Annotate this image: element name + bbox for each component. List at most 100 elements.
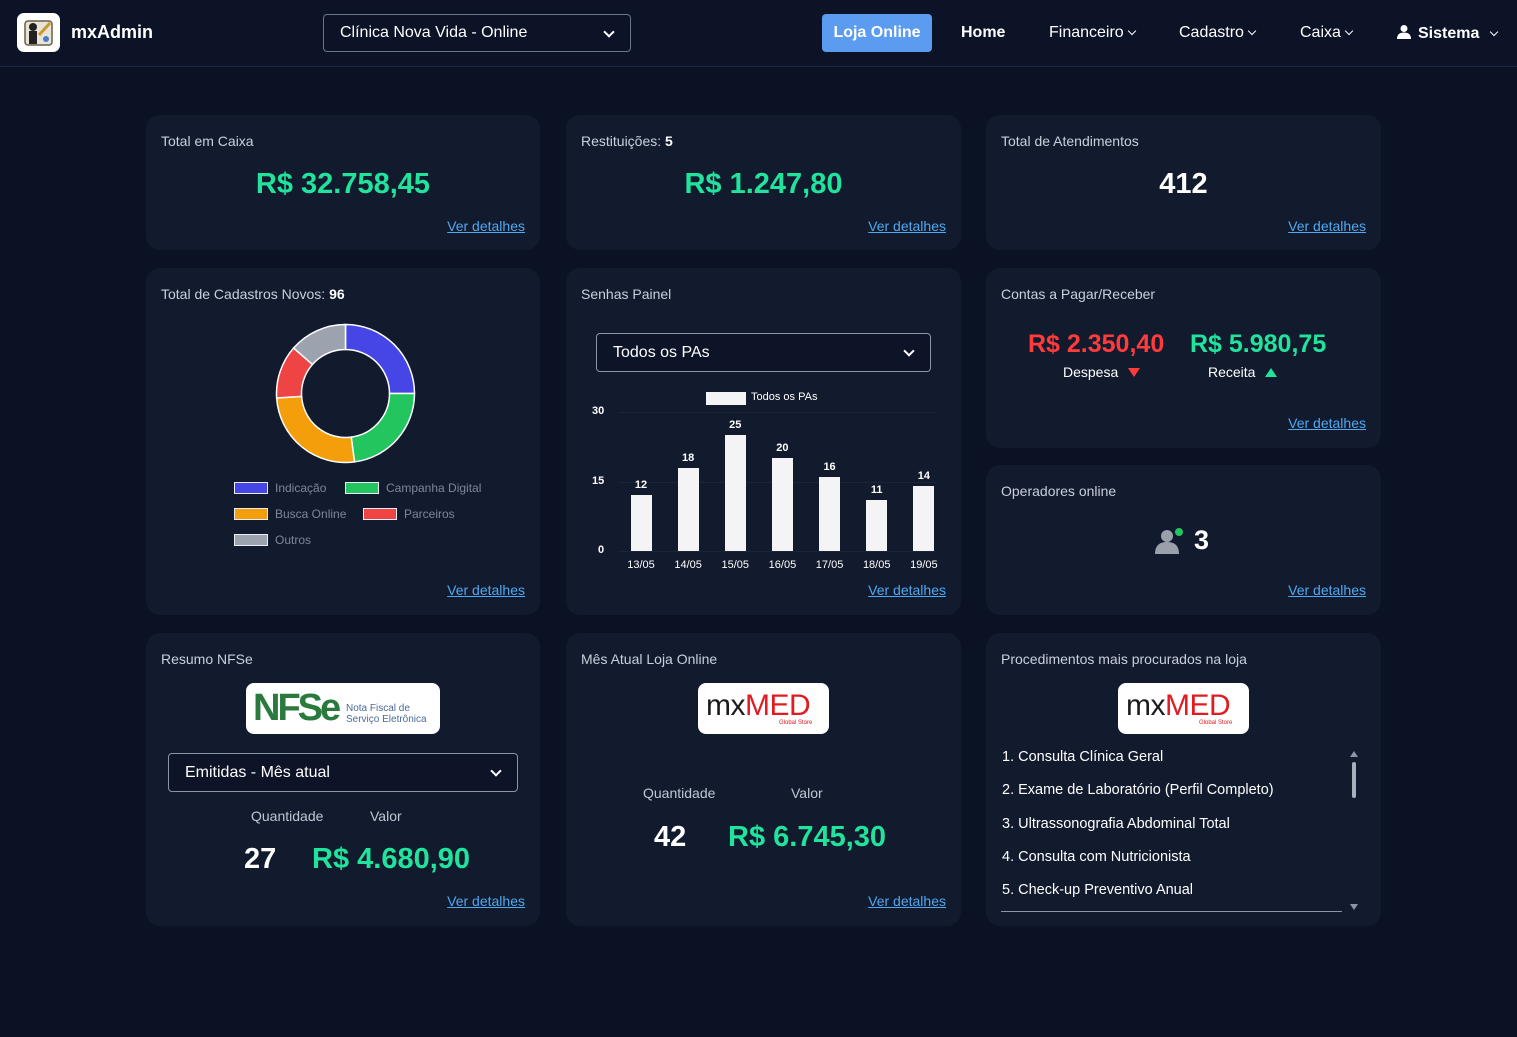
pie-slice-2[interactable]: [350, 392, 416, 463]
legend-label: Parceiros: [404, 507, 455, 521]
bar-data-label: 25: [729, 419, 742, 432]
legend-swatch[interactable]: [234, 482, 268, 494]
bar-data-label: 14: [917, 470, 930, 483]
ver-detalhes-link[interactable]: Ver detalhes: [868, 582, 946, 598]
app-logo[interactable]: [17, 13, 60, 52]
arrow-down-icon: [1128, 368, 1141, 377]
card-title: Restituições: 5: [581, 133, 673, 149]
legend-label: Outros: [275, 533, 312, 547]
nav-financeiro-label: Financeiro: [1049, 24, 1124, 41]
nfse-logo-sub1: Nota Fiscal de: [346, 703, 410, 714]
gridline: [618, 551, 936, 552]
legend-swatch[interactable]: [234, 508, 268, 520]
list-item[interactable]: 1. Consulta Clínica Geral: [1002, 749, 1164, 765]
card-title: Contas a Pagar/Receber: [1001, 286, 1156, 302]
legend-swatch[interactable]: [706, 392, 746, 405]
chevron-down-icon: [490, 765, 502, 777]
legend-swatch[interactable]: [345, 482, 379, 494]
nfse-logo-text: NFSe: [253, 687, 341, 729]
nav-sistema[interactable]: Sistema: [1396, 24, 1499, 43]
bar[interactable]: [724, 435, 746, 551]
list-scrollbar[interactable]: [1349, 751, 1359, 913]
restituicoes-value: R$ 1.247,80: [684, 168, 843, 200]
ver-detalhes-link[interactable]: Ver detalhes: [447, 893, 525, 909]
despesa-label-text: Despesa: [1063, 364, 1119, 380]
chevron-down-icon: [603, 26, 615, 38]
nav-home[interactable]: Home: [961, 24, 1006, 41]
card-title: Mês Atual Loja Online: [581, 651, 718, 667]
mxmed-logo: mxMED Global Store: [1118, 683, 1249, 734]
receita-label: Receita: [1208, 364, 1278, 380]
card-cadastros: Total de Cadastros Novos: 96 Indicação Ca…: [146, 268, 540, 615]
ver-detalhes-link[interactable]: Ver detalhes: [1288, 582, 1366, 598]
pa-select[interactable]: Todos os PAs: [596, 333, 931, 372]
clinic-select[interactable]: Clínica Nova Vida - Online: [323, 14, 631, 52]
ver-detalhes-link[interactable]: Ver detalhes: [1288, 415, 1366, 431]
bar-chart: Todos os PAs 0 15 30 12 13/05 18 14/05 25 15/05 20…: [566, 268, 961, 615]
x-tick-label: 15/05: [721, 559, 750, 571]
card-title-label: Total de Cadastros Novos:: [161, 286, 326, 302]
card-title: Total de Atendimentos: [1001, 133, 1139, 149]
ver-detalhes-link[interactable]: Ver detalhes: [1288, 218, 1366, 234]
card-total-caixa: Total em Caixa R$ 32.758,45 Ver detalhes: [146, 115, 540, 250]
mxmed-logo-text: mxMED: [706, 689, 811, 723]
list-item[interactable]: 2. Exame de Laboratório (Perfil Completo…: [1002, 782, 1274, 798]
bar[interactable]: [630, 495, 652, 551]
list-item[interactable]: 3. Ultrassonografia Abdominal Total: [1002, 816, 1230, 832]
nav-financeiro[interactable]: Financeiro: [1049, 24, 1136, 42]
legend-swatch[interactable]: [234, 534, 268, 546]
y-tick-label: 0: [598, 544, 605, 556]
x-tick-label: 14/05: [674, 559, 702, 571]
bar[interactable]: [866, 500, 888, 551]
logo-med: MED: [1165, 689, 1231, 722]
x-tick-label: 13/05: [627, 559, 655, 571]
card-title-label: Restituições:: [581, 133, 662, 149]
card-loja-mes: Mês Atual Loja Online mxMED Global Store…: [566, 633, 961, 926]
scroll-down-icon[interactable]: [1350, 904, 1358, 910]
bar-data-label: 20: [776, 442, 789, 455]
brand-name: mxAdmin: [71, 22, 154, 42]
nav-caixa[interactable]: Caixa: [1300, 24, 1354, 42]
bar[interactable]: [913, 486, 935, 551]
legend-swatch[interactable]: [363, 508, 397, 520]
y-tick-label: 15: [592, 474, 605, 487]
scroll-up-icon[interactable]: [1350, 751, 1358, 757]
bar[interactable]: [771, 458, 793, 551]
user-online-icon: [1155, 528, 1183, 554]
nfse-select[interactable]: Emitidas - Mês atual: [168, 753, 518, 792]
scrollbar-thumb[interactable]: [1352, 762, 1356, 798]
nfse-logo-sub2: Serviço Eletrônica: [346, 714, 427, 725]
card-operadores: Operadores online 3 Ver detalhes: [986, 465, 1381, 615]
qtd-label: Quantidade: [251, 808, 324, 824]
card-restituicoes: Restituições: 5 R$ 1.247,80 Ver detalhes: [566, 115, 961, 250]
pie-slice-5[interactable]: [292, 323, 347, 366]
nav-cadastro[interactable]: Cadastro: [1179, 24, 1257, 42]
bar[interactable]: [677, 467, 699, 551]
list-item[interactable]: 5. Check-up Preventivo Anual: [1002, 882, 1194, 898]
card-contas: Contas a Pagar/Receber R$ 2.350,40 Despe…: [986, 268, 1381, 448]
ver-detalhes-link[interactable]: Ver detalhes: [447, 582, 525, 598]
card-atendimentos: Total de Atendimentos 412 Ver detalhes: [986, 115, 1381, 250]
ver-detalhes-link[interactable]: Ver detalhes: [868, 218, 946, 234]
pie-slice-3[interactable]: [275, 395, 356, 464]
legend-label: Indicação: [275, 481, 327, 495]
list-item[interactable]: 4. Consulta com Nutricionista: [1002, 849, 1191, 865]
card-title: Senhas Painel: [581, 286, 672, 302]
receita-value: R$ 5.980,75: [1190, 330, 1327, 358]
despesa-value: R$ 2.350,40: [1028, 330, 1165, 358]
navbar: mxAdmin Clínica Nova Vida - Online Loja …: [0, 0, 1517, 67]
nfse-select-value: Emitidas - Mês atual: [185, 764, 330, 781]
chevron-down-icon: [1344, 26, 1354, 36]
ver-detalhes-link[interactable]: Ver detalhes: [868, 893, 946, 909]
loja-online-button[interactable]: Loja Online: [822, 14, 932, 52]
bar[interactable]: [819, 476, 841, 551]
ver-detalhes-link[interactable]: Ver detalhes: [447, 218, 525, 234]
arrow-up-icon: [1265, 368, 1278, 377]
nfse-valor: R$ 4.680,90: [312, 843, 471, 875]
card-senhas: Senhas Painel Todos os PAs Todos os PAs 0…: [566, 268, 961, 615]
cadastros-count: 96: [329, 286, 345, 302]
operadores-count: 3: [1194, 525, 1210, 555]
pie-slice-1[interactable]: [344, 323, 416, 395]
valor-label: Valor: [791, 785, 823, 801]
valor-label: Valor: [370, 808, 402, 824]
